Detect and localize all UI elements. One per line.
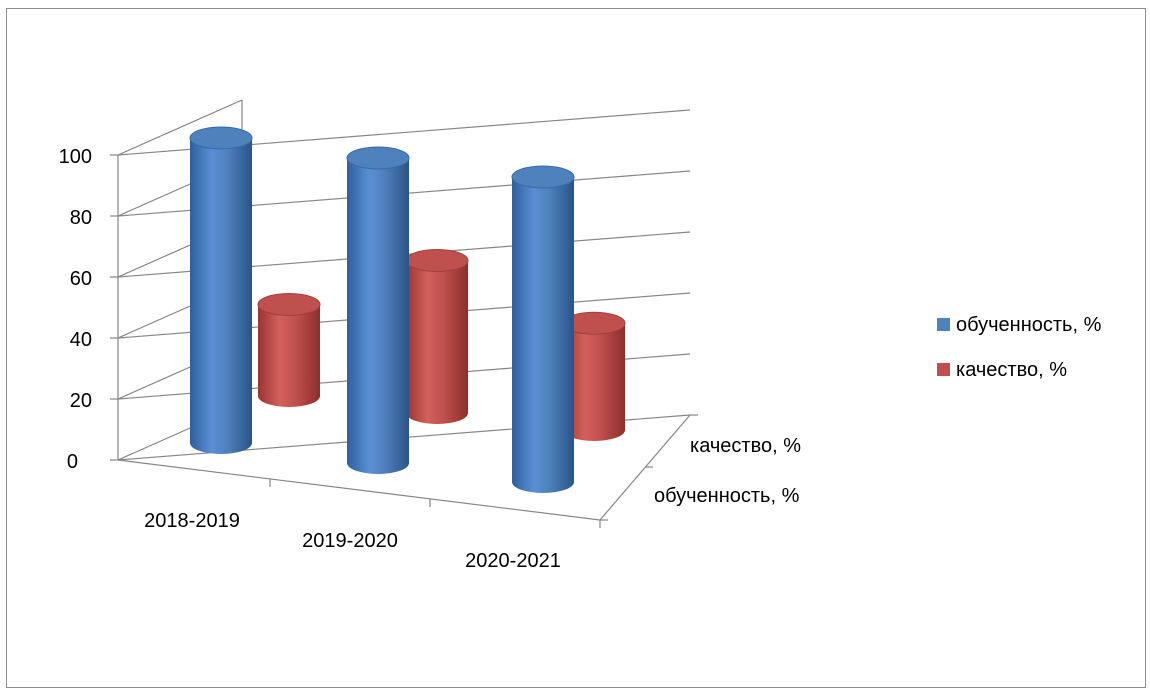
y-axis [110,154,119,461]
legend-label: качество, % [956,359,1067,381]
x-axis [117,414,698,528]
legend: обученность, % качество, % [937,314,1102,381]
cylinder-kachestvo-body [406,260,468,424]
depth-labels: качество, % обученность, % [654,435,801,507]
depth-label: качество, % [690,435,801,457]
x-tick-label: 2018-2019 [144,510,240,532]
x-tick-label: 2019-2020 [302,530,398,552]
cylinder-kachestvo-top [257,293,321,316]
bars [189,126,626,493]
cylinder-obuchennost-body [512,177,574,493]
cylinder-obuchennost-top [189,126,253,150]
cylinder-obuchennost-body [347,158,409,474]
legend-swatch [937,363,950,376]
cylinder-kachestvo-body [258,304,320,407]
cylinder-obuchennost-top [346,146,410,170]
x-tick-labels: 2018-2019 2019-2020 2020-2021 [144,510,561,572]
y-tick-label: 40 [70,329,92,351]
cylinder-kachestvo-body [563,323,625,441]
y-tick-label: 20 [70,390,92,412]
x-axis-line [117,459,601,521]
y-tick-label: 80 [70,207,92,229]
legend-label: обученность, % [956,314,1102,336]
x-tick-label: 2020-2021 [465,550,561,572]
y-tick-label: 60 [70,268,92,290]
y-tick-label: 100 [59,146,92,168]
legend-swatch [937,318,950,331]
side-wall-line [117,99,243,156]
cylinder-obuchennost-top [511,165,575,189]
cylinder-kachestvo-top [405,249,469,272]
depth-label: обученность, % [654,485,800,507]
y-tick-label: 0 [67,451,78,473]
cylinder-obuchennost-body [190,138,252,454]
y-tick-labels: 0 20 40 60 80 100 [59,146,92,473]
